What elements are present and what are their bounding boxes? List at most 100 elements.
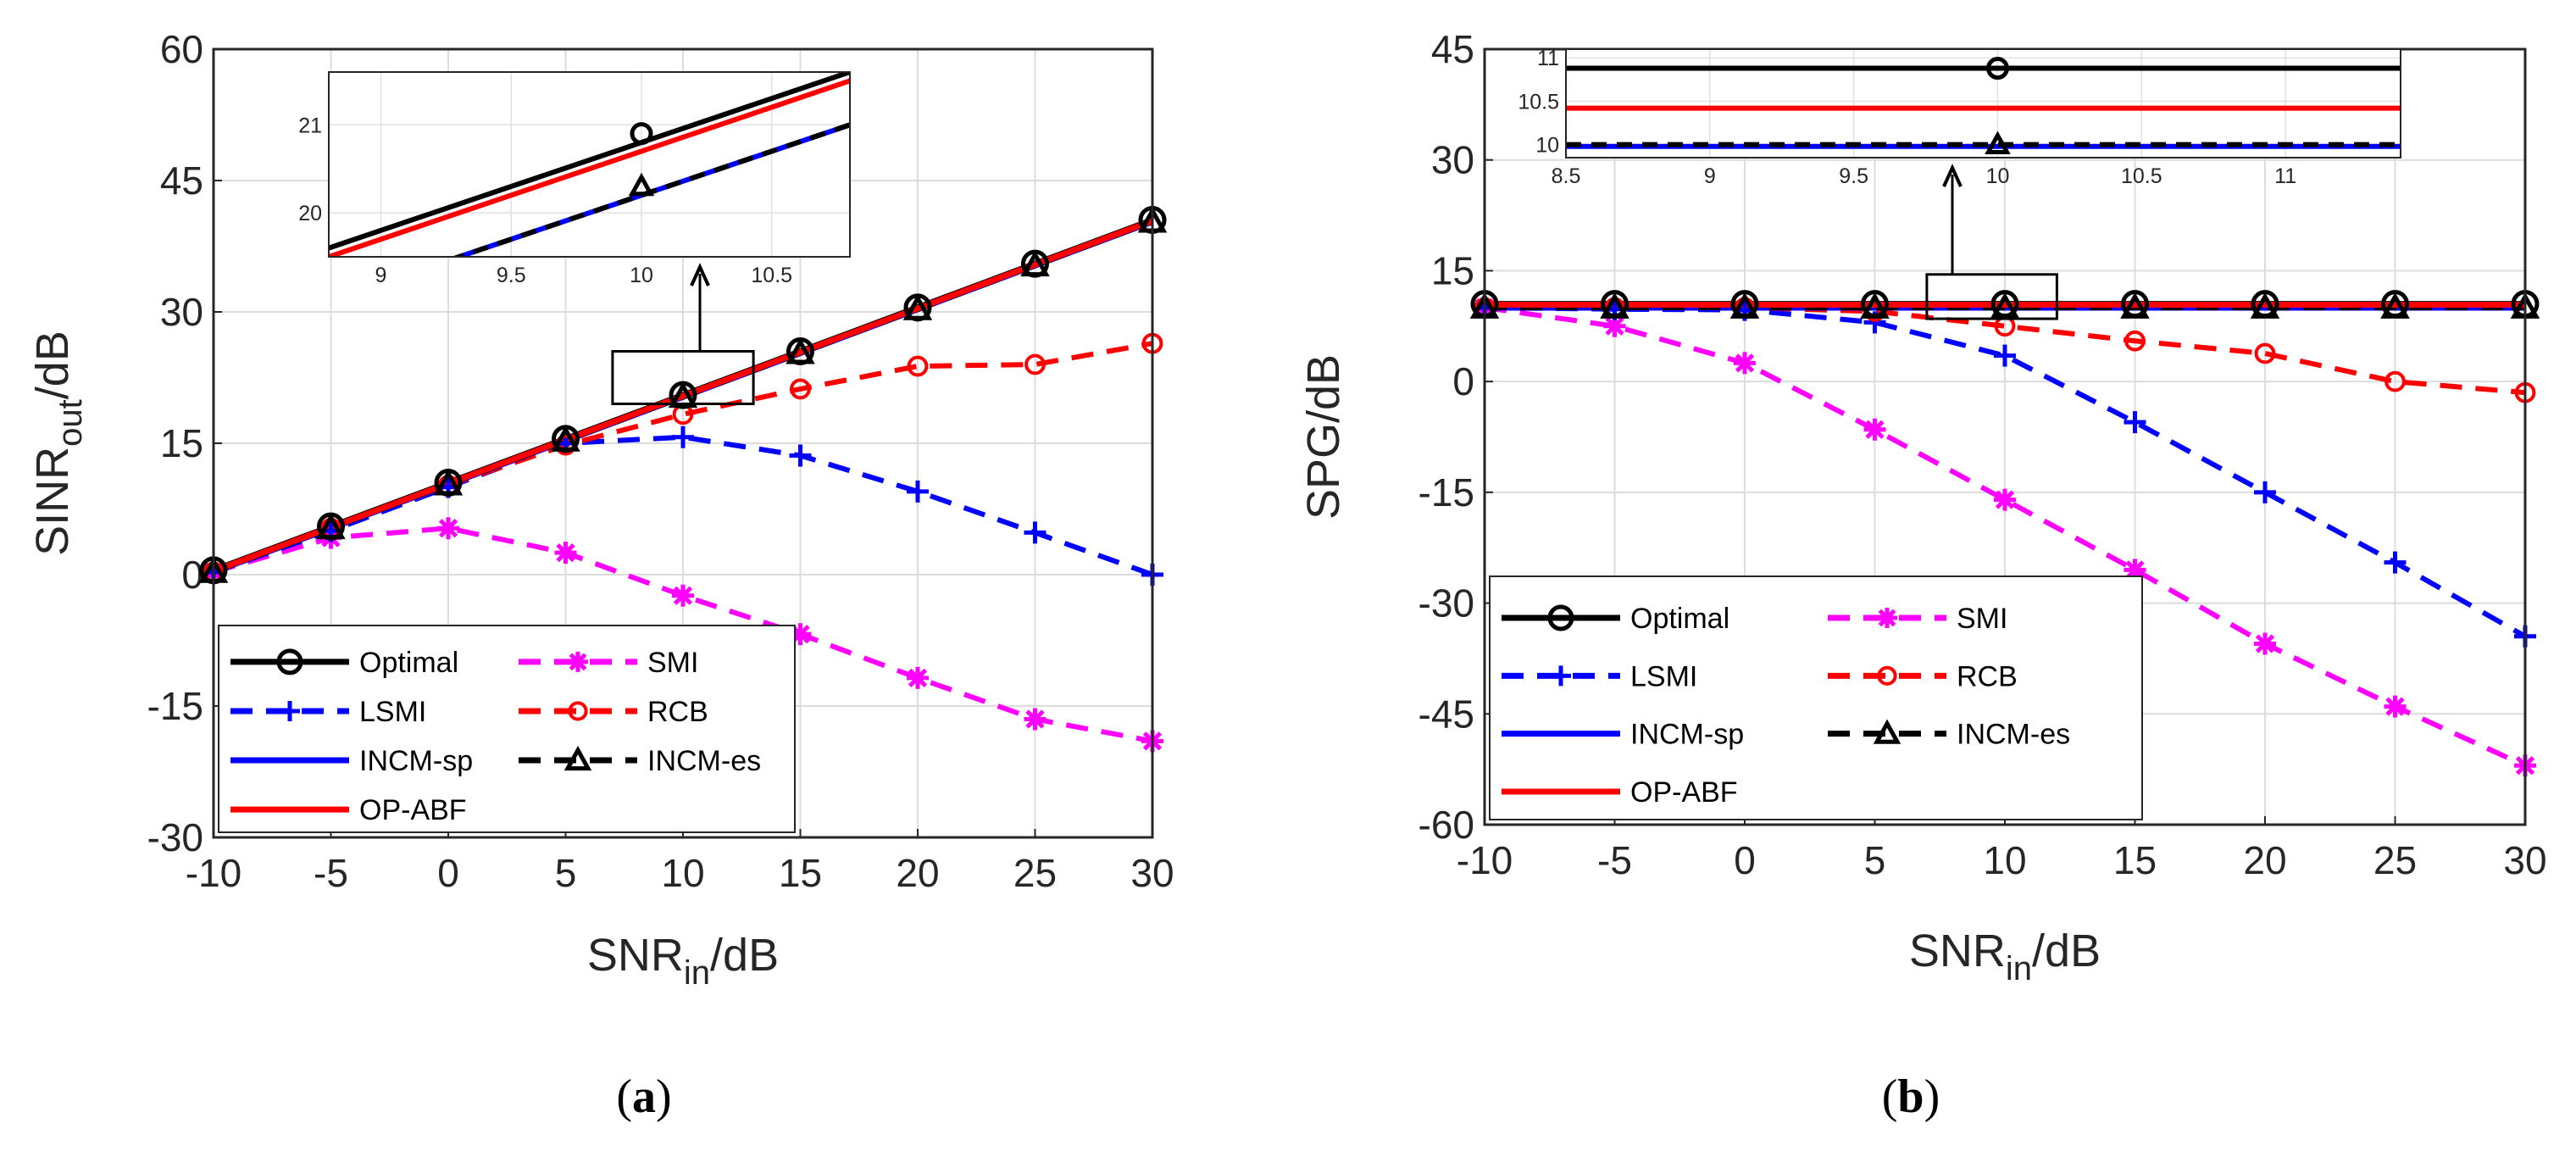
- x-tick-label: 20: [2243, 838, 2286, 882]
- legend-item-rcb: RCB: [519, 696, 708, 728]
- legend-label: LSMI: [359, 696, 426, 728]
- marker-rcb: [790, 378, 811, 400]
- y-tick-label: 15: [160, 421, 203, 465]
- axes-box: [212, 47, 1154, 839]
- caption-a: (a): [616, 1070, 671, 1123]
- x-tick-label: 0: [437, 851, 459, 895]
- legend-label: INCM-sp: [359, 745, 473, 777]
- inset-marker-triangle: [628, 172, 655, 197]
- inset-y-tick-label: 10.5: [1518, 90, 1559, 114]
- legend-label: Optimal: [359, 647, 458, 679]
- series-group: [1469, 290, 2540, 777]
- inset-marker-circle: [1985, 57, 2009, 81]
- inset-x-tick-label: 8.5: [1552, 164, 1581, 188]
- x-tick-label: 10: [661, 851, 704, 895]
- legend-marker: [568, 651, 588, 672]
- zoom-arrow-head: [690, 263, 710, 286]
- y-tick-label: 45: [160, 158, 203, 203]
- legend-marker: [280, 700, 300, 721]
- marker-incm-es: [1020, 250, 1050, 277]
- legend-item-smi: SMI: [1828, 603, 2007, 635]
- series-line-rcb: [1485, 305, 2526, 396]
- legend-marker: [1877, 665, 1897, 686]
- y-axis-label-tail: /dB: [27, 331, 78, 399]
- series-line-smi: [213, 525, 1153, 744]
- legend-item-optimal: Optimal: [1502, 603, 1729, 635]
- legend-box: [218, 625, 796, 833]
- x-tick-label: 20: [896, 851, 939, 895]
- legend-marker: [568, 701, 588, 721]
- inset-x-tick-label: 11: [2274, 164, 2296, 188]
- y-tick-label: -60: [1418, 803, 1474, 847]
- marker-smi: [789, 623, 812, 646]
- y-tick-label: 30: [160, 290, 203, 334]
- legend-item-optimal: Optimal: [230, 647, 458, 679]
- marker-rcb: [2384, 370, 2406, 392]
- chart-panel-a: -10 -5 0 5 10 15 20 25 30 -30 -15 0 15 30 45 60 SNRin/dB…: [27, 27, 1174, 992]
- marker-smi: [1734, 352, 1756, 375]
- inset-x-tick-label: 10: [1986, 164, 2010, 188]
- x-tick-label: -5: [314, 851, 348, 895]
- y-tick-label: -30: [147, 815, 203, 859]
- inset-line-incm-es: [451, 122, 850, 257]
- inset-y-tick-label: 11: [1537, 47, 1559, 70]
- inset-x-tick-label: 10.5: [2121, 164, 2162, 188]
- y-tick-label: -45: [1418, 692, 1474, 736]
- marker-lsmi: [789, 444, 812, 467]
- inset-lines: [329, 72, 850, 257]
- y-axis-label-sub: out: [52, 399, 89, 447]
- marker-incm-es: [902, 293, 933, 320]
- marker-incm-es: [786, 337, 815, 364]
- marker-incm-es: [316, 513, 346, 540]
- marker-rcb: [1024, 353, 1046, 375]
- legend-item-lsmi: LSMI: [230, 696, 426, 728]
- inset-box: [328, 71, 851, 258]
- x-tick-label: 30: [1130, 851, 1174, 895]
- legend-label: INCM-es: [1957, 719, 2070, 751]
- legend-item-incm-es: INCM-es: [519, 745, 761, 777]
- legend-item-rcb: RCB: [1828, 660, 2018, 692]
- y-tick-label: -30: [1418, 581, 1474, 625]
- x-axis-label-sub: in: [684, 954, 710, 992]
- x-tick-label: 0: [1734, 838, 1756, 882]
- y-tick-label: 0: [1452, 359, 1474, 403]
- legend-item-op-abf: OP-ABF: [1502, 776, 1738, 809]
- y-tick-label: -15: [1418, 470, 1474, 514]
- x-tick-label: -5: [1597, 838, 1632, 882]
- marker-incm-es: [2250, 292, 2280, 319]
- marker-smi: [2384, 695, 2407, 718]
- x-axis-label-tail: /dB: [2032, 926, 2101, 976]
- marker-lsmi: [2254, 481, 2276, 503]
- legend-marker: [1877, 608, 1897, 628]
- inset-marker-circle: [630, 122, 653, 146]
- inset-line-op-abf: [329, 78, 850, 257]
- legend-marker: [564, 745, 592, 771]
- marker-incm-es: [1729, 292, 1760, 319]
- legend-label: INCM-sp: [1630, 719, 1744, 751]
- inset-x-tick-label: 9: [375, 264, 387, 287]
- marker-smi: [437, 517, 459, 540]
- x-tick-label: -10: [1457, 838, 1513, 882]
- inset-chart: 8.5 9 9.5 10 10.5 11 10 10.5 11: [1518, 47, 2401, 188]
- legend: Optimal SMI LSMI RCB INCM-sp INCM-es OP-ABF: [1489, 575, 2143, 820]
- zoom-box: [611, 350, 755, 405]
- inset-x-tick-label: 9.5: [497, 264, 526, 287]
- marker-lsmi: [672, 425, 694, 448]
- legend-marker: [1873, 719, 1901, 744]
- series-line-op-abf: [212, 218, 1154, 575]
- legend-label: SMI: [1957, 603, 2007, 635]
- x-tick-label: 25: [1013, 851, 1057, 895]
- legend-label: RCB: [1957, 660, 2018, 692]
- x-axis-label-sub: in: [2006, 950, 2032, 987]
- legend-label: OP-ABF: [359, 794, 467, 826]
- x-axis-label-main: SNR: [587, 930, 684, 981]
- x-tick-label: 15: [2113, 838, 2157, 882]
- y-tick-label: 0: [181, 553, 203, 597]
- legend-item-incm-sp: INCM-sp: [1502, 719, 1744, 751]
- marker-lsmi: [2124, 411, 2146, 434]
- marker-incm-es: [1860, 292, 1890, 319]
- inset-marker-triangle: [1985, 131, 2011, 154]
- y-axis-label: SPG/dB: [1298, 354, 1349, 520]
- marker-smi: [554, 542, 577, 564]
